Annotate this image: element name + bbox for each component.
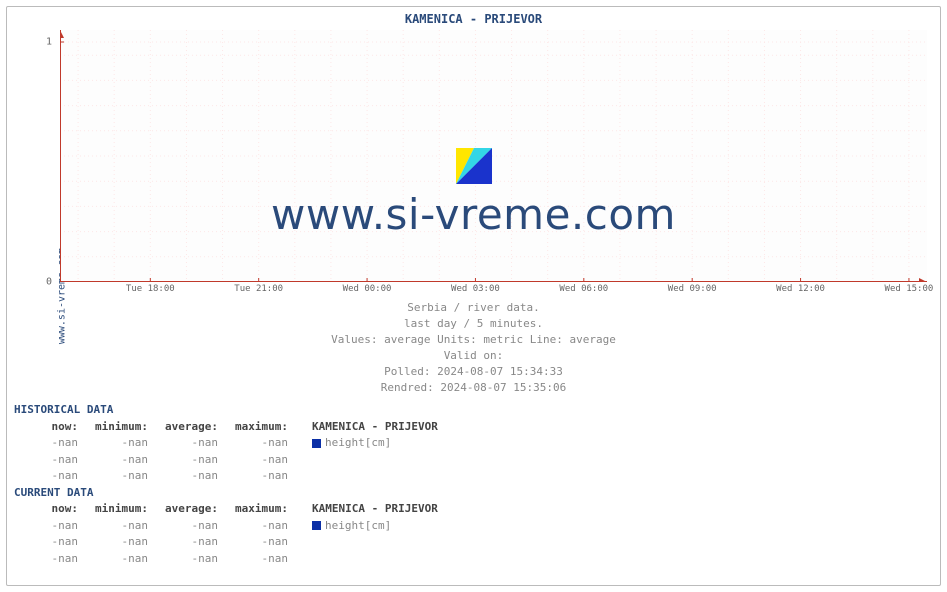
x-tick-label: Wed 00:00 [343,284,392,294]
data-cell: -nan [224,468,294,485]
y-axis-labels: 01 [0,30,56,282]
series-header: KAMENICA - PRIJEVOR [294,501,444,518]
data-cell: -nan [224,551,294,568]
table-row: -nan-nan-nan-nan [14,452,444,469]
data-cell: -nan [154,551,224,568]
caption-line: Values: average Units: metric Line: aver… [0,332,947,348]
col-header: average: [154,501,224,518]
data-cell: -nan [14,551,84,568]
data-cell: -nan [14,468,84,485]
legend-swatch [312,521,321,530]
data-cell: -nan [224,534,294,551]
col-header: now: [14,501,84,518]
x-tick-label: Tue 21:00 [234,284,283,294]
table-row: -nan-nan-nan-nan [14,534,444,551]
data-cell: -nan [14,452,84,469]
legend-swatch [312,439,321,448]
col-header: maximum: [224,419,294,436]
row-label [294,551,444,568]
table-row: -nan-nan-nan-nan [14,551,444,568]
data-cell: -nan [84,551,154,568]
data-cell: -nan [224,435,294,452]
data-cell: -nan [154,468,224,485]
row-label: height[cm] [294,518,444,535]
series-header: KAMENICA - PRIJEVOR [294,419,444,436]
data-cell: -nan [14,518,84,535]
x-tick-label: Wed 12:00 [776,284,825,294]
row-label [294,452,444,469]
caption-line: Valid on: [0,348,947,364]
table-row: -nan-nan-nan-nan [14,468,444,485]
row-label [294,534,444,551]
data-cell: -nan [154,534,224,551]
data-cell: -nan [14,435,84,452]
x-tick-label: Wed 03:00 [451,284,500,294]
data-cell: -nan [224,518,294,535]
watermark-icon [456,148,492,184]
col-header: maximum: [224,501,294,518]
caption-line: Serbia / river data. [0,300,947,316]
plot-area [60,30,927,282]
table-row: -nan-nan-nan-nanheight[cm] [14,518,444,535]
col-header: average: [154,419,224,436]
caption-line: last day / 5 minutes. [0,316,947,332]
row-label [294,468,444,485]
data-cell: -nan [154,435,224,452]
data-cell: -nan [84,435,154,452]
y-tick-label: 1 [46,37,52,48]
data-cell: -nan [14,534,84,551]
x-tick-label: Wed 15:00 [885,284,934,294]
row-label: height[cm] [294,435,444,452]
y-tick-label: 0 [46,277,52,288]
table-section-title: HISTORICAL DATA [14,402,933,419]
caption-line: Rendred: 2024-08-07 15:35:06 [0,380,947,396]
col-header: now: [14,419,84,436]
table-section-title: CURRENT DATA [14,485,933,502]
data-cell: -nan [154,518,224,535]
data-cell: -nan [84,518,154,535]
data-cell: -nan [84,468,154,485]
data-cell: -nan [84,534,154,551]
table-row: -nan-nan-nan-nanheight[cm] [14,435,444,452]
x-tick-label: Wed 09:00 [668,284,717,294]
col-header: minimum: [84,501,154,518]
x-tick-label: Tue 18:00 [126,284,175,294]
data-tables: HISTORICAL DATAnow:minimum:average:maxim… [14,402,933,567]
col-header: minimum: [84,419,154,436]
data-cell: -nan [224,452,294,469]
caption-line: Polled: 2024-08-07 15:34:33 [0,364,947,380]
x-axis-labels: Tue 18:00 Tue 21:00 Wed 00:00 Wed 03:00 Wed … [60,284,927,298]
data-cell: -nan [154,452,224,469]
chart-svg [60,30,927,282]
x-tick-label: Wed 06:00 [559,284,608,294]
data-table: now:minimum:average:maximum:KAMENICA - P… [14,501,444,567]
data-cell: -nan [84,452,154,469]
caption-block: Serbia / river data.last day / 5 minutes… [0,300,947,396]
data-table: now:minimum:average:maximum:KAMENICA - P… [14,419,444,485]
watermark-text: www.si-vreme.com [0,190,947,239]
chart-title: KAMENICA - PRIJEVOR [0,12,947,26]
